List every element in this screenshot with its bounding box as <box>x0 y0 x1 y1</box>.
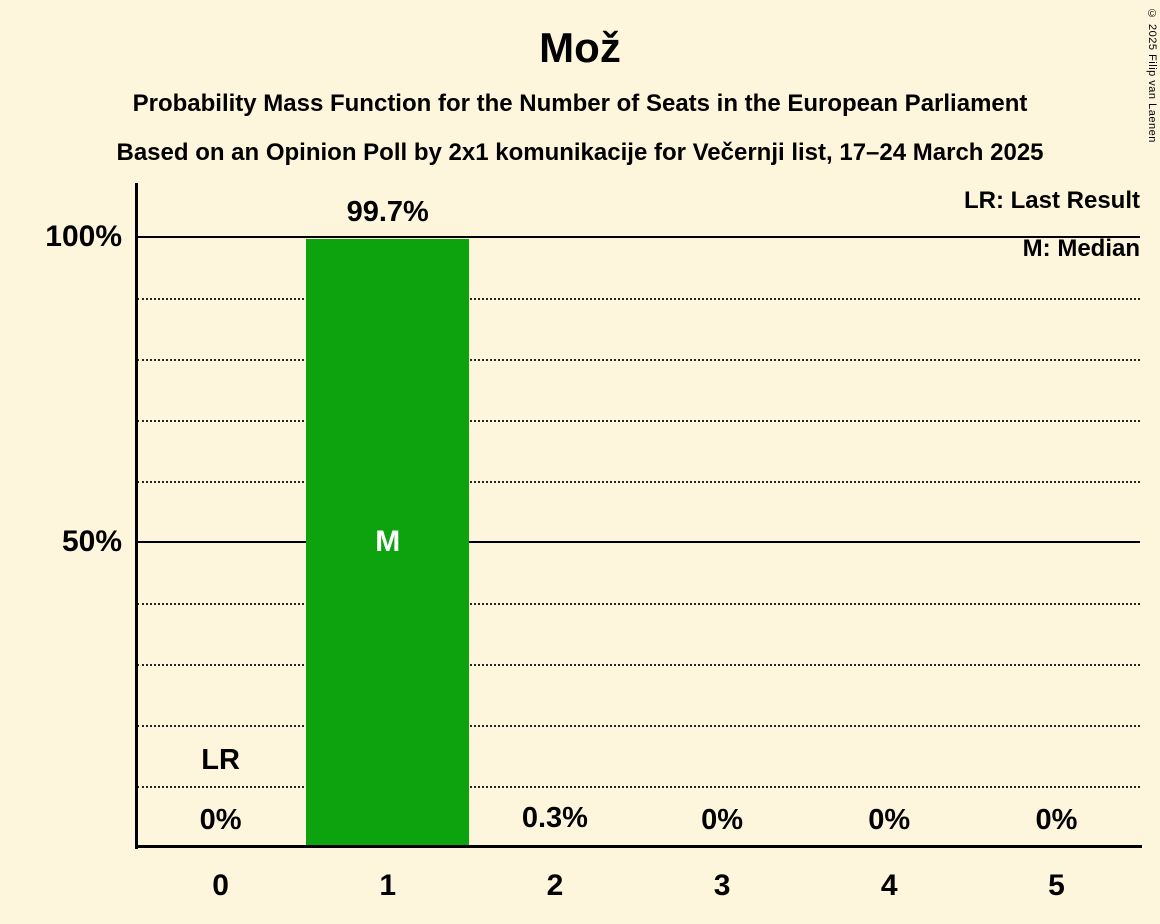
plot-area: 0% 0 99.7% 1 0.3% 2 0% 3 0% 4 0% 5 LR M <box>135 183 1142 902</box>
bar-value-label-3: 0% <box>701 804 744 836</box>
x-axis-tick-1: 1 <box>379 869 397 902</box>
legend-median: M: Median <box>1022 235 1140 262</box>
copyright-notice: © 2025 Filip van Laenen <box>1146 8 1158 143</box>
bar-value-label-1: 99.7% <box>346 195 429 228</box>
chart-source-line: Based on an Opinion Poll by 2x1 komunika… <box>116 139 1044 166</box>
bar-value-label-5: 0% <box>1035 804 1078 836</box>
last-result-marker: LR <box>201 744 240 776</box>
gridline-dotted-40 <box>137 603 1140 605</box>
gridline-dotted-70 <box>137 420 1140 422</box>
gridline-dotted-80 <box>137 359 1140 361</box>
bar-value-label-0: 0% <box>199 804 242 836</box>
x-axis-line <box>135 845 1142 848</box>
legend-last-result: LR: Last Result <box>963 187 1140 214</box>
gridline-dotted-60 <box>137 481 1140 483</box>
y-axis-line <box>135 183 138 849</box>
x-axis-tick-0: 0 <box>212 869 229 902</box>
gridline-dotted-20 <box>137 725 1140 727</box>
gridline-dotted-10 <box>137 786 1140 788</box>
gridline-solid-100 <box>137 236 1140 238</box>
y-axis-tick-100: 100% <box>45 220 122 253</box>
chart-subtitle: Probability Mass Function for the Number… <box>132 90 1028 117</box>
x-axis-tick-3: 3 <box>713 869 731 902</box>
gridline-dotted-30 <box>137 664 1140 666</box>
chart-title: Mož <box>539 24 621 71</box>
bar-seats-1 <box>306 238 470 847</box>
x-axis-tick-4: 4 <box>880 869 898 902</box>
bar-value-label-4: 0% <box>868 804 911 836</box>
x-axis-tick-2: 2 <box>546 869 564 902</box>
gridline-solid-50 <box>137 541 1140 543</box>
median-marker: M <box>375 525 401 558</box>
x-axis-tick-5: 5 <box>1048 869 1065 902</box>
y-axis-tick-50: 50% <box>61 525 122 558</box>
bar-value-label-2: 0.3% <box>521 802 588 835</box>
gridline-dotted-90 <box>137 298 1140 300</box>
